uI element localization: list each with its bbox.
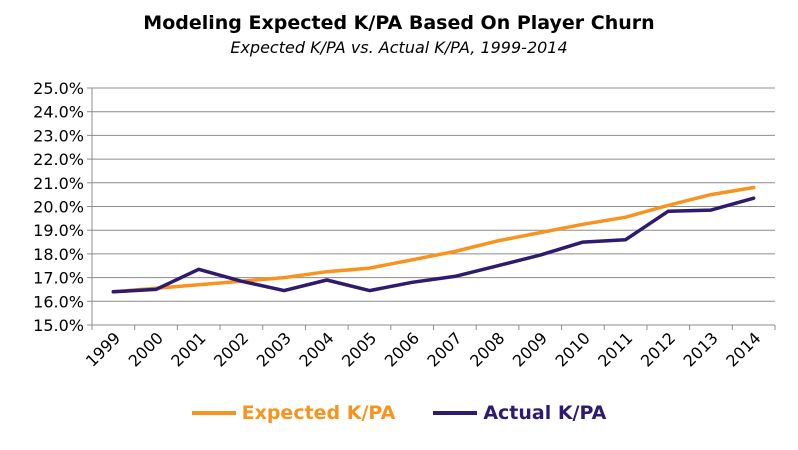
y-tick-label: 18.0% bbox=[33, 245, 84, 264]
x-tick-label: 2001 bbox=[167, 328, 209, 370]
legend-label-expected: Expected K/PA bbox=[241, 402, 396, 424]
axes bbox=[91, 88, 775, 326]
x-tick-label: 2010 bbox=[552, 328, 594, 370]
y-tick-label: 20.0% bbox=[33, 198, 84, 217]
series-line-expected bbox=[111, 185, 756, 294]
x-axis-ticks: 1999 2000 2001 2002 2003 2004 2005 2006 2007 2008… bbox=[82, 325, 776, 371]
y-tick-label: 21.0% bbox=[33, 174, 84, 193]
gridlines bbox=[92, 87, 775, 326]
legend: Expected K/PA Actual K/PA bbox=[0, 402, 798, 424]
x-tick-label: 2012 bbox=[637, 328, 679, 370]
x-tick-label: 2006 bbox=[381, 328, 423, 370]
x-tick-label: 2011 bbox=[594, 328, 636, 370]
series-line-actual bbox=[111, 196, 756, 294]
x-tick-label: 2005 bbox=[338, 328, 380, 370]
x-tick-label: 2009 bbox=[509, 328, 551, 370]
y-axis-ticks: 15.0% 16.0% 17.0% 18.0% 19.0% 20.0% 21.0% 22.0%… bbox=[33, 79, 92, 335]
legend-swatch-expected bbox=[191, 411, 236, 415]
legend-item-actual: Actual K/PA bbox=[433, 402, 606, 424]
legend-swatch-actual bbox=[433, 411, 478, 415]
chart-title: Modeling Expected K/PA Based On Player C… bbox=[143, 12, 655, 34]
x-tick-label: 2013 bbox=[680, 328, 722, 370]
x-tick-label: 2003 bbox=[253, 328, 295, 370]
series-lines bbox=[111, 185, 756, 294]
y-tick-label: 23.0% bbox=[33, 126, 84, 145]
x-tick-label: 2004 bbox=[295, 328, 337, 370]
x-tick-label: 2008 bbox=[466, 328, 508, 370]
x-tick-label: 2014 bbox=[722, 328, 764, 370]
y-tick-label: 16.0% bbox=[33, 292, 84, 311]
y-tick-label: 15.0% bbox=[33, 316, 84, 335]
x-tick-label: 2002 bbox=[210, 328, 252, 370]
y-tick-label: 22.0% bbox=[33, 150, 84, 169]
x-tick-label: 2000 bbox=[125, 328, 167, 370]
y-tick-label: 19.0% bbox=[33, 221, 84, 240]
x-tick-label: 2007 bbox=[423, 328, 465, 370]
y-tick-label: 25.0% bbox=[33, 79, 84, 98]
x-tick-label: 1999 bbox=[82, 328, 124, 370]
legend-label-actual: Actual K/PA bbox=[483, 402, 607, 424]
y-tick-label: 24.0% bbox=[33, 103, 84, 122]
chart-subtitle: Expected K/PA vs. Actual K/PA, 1999-2014 bbox=[230, 38, 568, 57]
legend-item-expected: Expected K/PA bbox=[191, 402, 396, 424]
y-tick-label: 17.0% bbox=[33, 269, 84, 288]
